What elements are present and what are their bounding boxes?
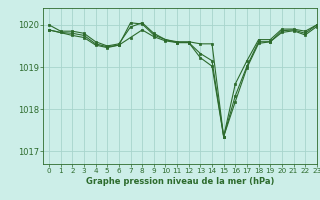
X-axis label: Graphe pression niveau de la mer (hPa): Graphe pression niveau de la mer (hPa)	[86, 177, 274, 186]
